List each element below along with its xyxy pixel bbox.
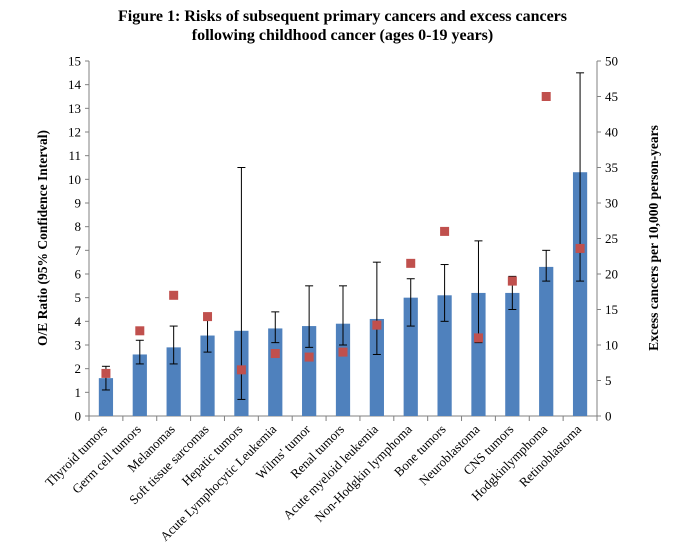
- y2-tick-label: 50: [605, 54, 618, 69]
- y2-tick-label: 25: [605, 231, 618, 246]
- bar: [505, 292, 520, 416]
- y2-tick-label: 5: [605, 373, 612, 388]
- excess-markers: [101, 92, 585, 378]
- y2-tick-label: 15: [605, 302, 618, 317]
- y-tick-label: 1: [75, 385, 82, 400]
- y2-tick-label: 10: [605, 338, 618, 353]
- excess-marker: [135, 326, 145, 336]
- y2-tick-label: 45: [605, 89, 618, 104]
- excess-marker: [169, 290, 179, 300]
- y-tick-label: 13: [68, 101, 81, 116]
- y-axis-title: O/E Ratio (95% Confidence Interval): [35, 130, 50, 346]
- excess-marker: [406, 258, 416, 268]
- chart-title: Figure 1: Risks of subsequent primary ca…: [0, 7, 685, 45]
- y-tick-label: 6: [75, 267, 82, 282]
- excess-marker: [338, 347, 348, 357]
- y2-tick-label: 30: [605, 196, 618, 211]
- y2-tick-label: 20: [605, 267, 618, 282]
- y-tick-label: 2: [75, 361, 82, 376]
- y-tick-label: 4: [75, 314, 82, 329]
- y2-tick-label: 35: [605, 160, 618, 175]
- bar: [437, 295, 452, 416]
- y2-axis-title: Excess cancers per 10,000 person-years: [646, 125, 661, 351]
- excess-marker: [270, 349, 280, 359]
- y-tick-label: 5: [75, 290, 82, 305]
- bar: [200, 335, 215, 416]
- excess-marker: [473, 333, 483, 343]
- bar: [302, 326, 317, 416]
- chart-title-line-2: following childhood cancer (ages 0-19 ye…: [191, 27, 494, 44]
- y2-tick-label: 0: [605, 409, 612, 424]
- excess-marker: [203, 312, 213, 322]
- y-tick-label: 15: [68, 54, 81, 69]
- excess-marker: [236, 365, 246, 375]
- bar: [98, 378, 114, 416]
- y-tick-label: 14: [68, 77, 82, 92]
- y2-tick-labels: 0 5 10 15 20 25 30 35 40 45 50: [605, 54, 618, 424]
- bar: [166, 347, 181, 416]
- y-tick-label: 3: [75, 338, 82, 353]
- y-tick-label: 11: [68, 148, 81, 163]
- excess-marker: [575, 243, 585, 253]
- y-tick-label: 0: [75, 409, 82, 424]
- excess-marker: [101, 368, 111, 378]
- y-tick-label: 7: [75, 243, 82, 258]
- excess-marker: [541, 92, 551, 101]
- excess-marker: [304, 352, 314, 362]
- y-tick-label: 12: [68, 125, 81, 140]
- bar: [539, 266, 554, 416]
- bar: [572, 172, 588, 416]
- excess-marker: [372, 320, 382, 330]
- bar: [369, 318, 384, 416]
- y-tick-label: 10: [68, 172, 81, 187]
- bar: [335, 323, 351, 416]
- chart-title-line-1: Figure 1: Risks of subsequent primary ca…: [117, 8, 567, 25]
- bar: [471, 292, 486, 416]
- y-tick-label: 8: [75, 219, 82, 234]
- bar: [403, 297, 418, 416]
- bar: [132, 354, 147, 416]
- excess-marker: [440, 226, 450, 236]
- y-tick-label: 9: [75, 196, 82, 211]
- y2-tick-label: 40: [605, 125, 618, 140]
- excess-marker: [507, 276, 517, 286]
